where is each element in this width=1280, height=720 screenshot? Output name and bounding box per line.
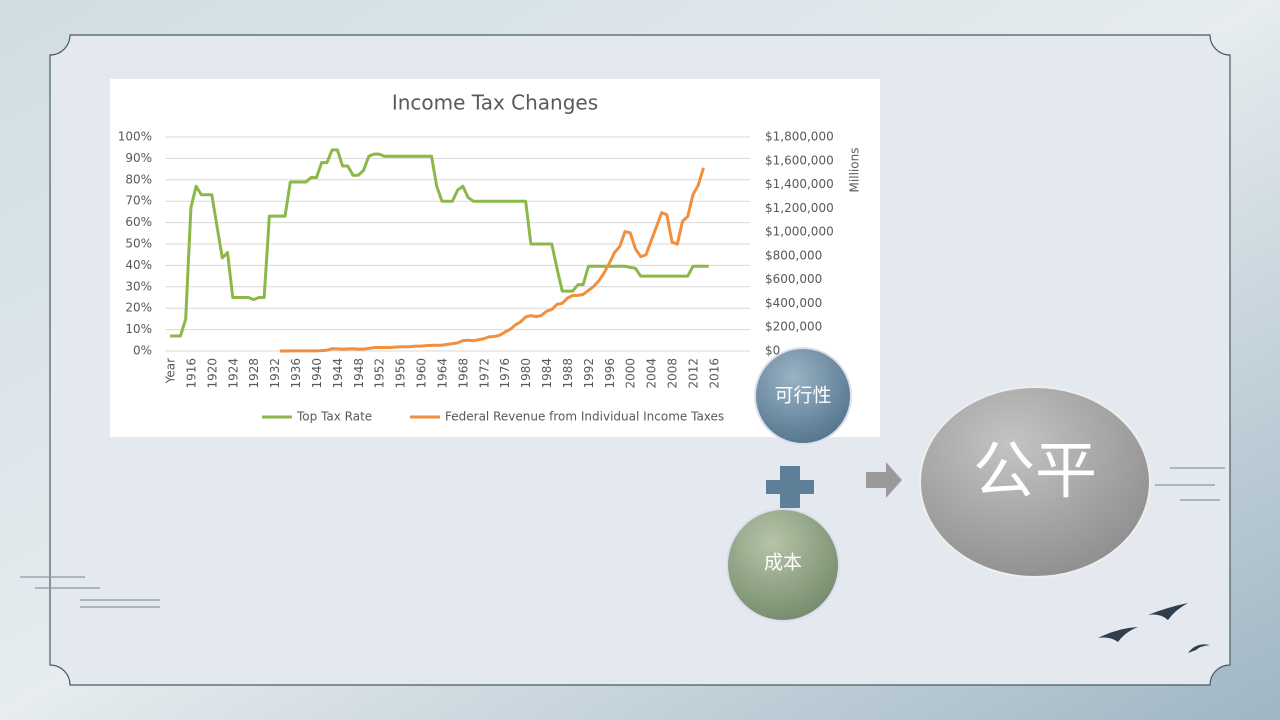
y2-tick-label: $1,200,000 [765,201,834,215]
y2-tick-label: $1,600,000 [765,153,834,167]
node-label: 可行性 [774,385,831,407]
y-tick-label: 20% [125,301,152,315]
y2-axis-title: Millions [848,148,862,193]
y2-tick-label: $600,000 [765,272,822,286]
plus-sign [766,466,814,508]
x-tick-label: 1956 [394,358,408,389]
chart-title: Income Tax Changes [392,91,598,115]
x-tick-label: 1952 [373,358,387,389]
x-tick-label: 1936 [289,358,303,389]
x-tick-label: 1944 [331,358,345,389]
x-tick-label: 2008 [666,358,680,389]
node-label: 成本 [764,552,802,574]
x-tick-label: 1940 [310,358,324,389]
x-tick-label: 1976 [498,358,512,389]
x-tick-label: 1964 [435,358,449,389]
diagram: 可行性 成本 公平 [726,347,1151,622]
y-tick-label: 60% [125,215,152,229]
chart-area [110,79,880,437]
x-tick-label: 1924 [226,358,240,389]
x-tick-label: 1992 [582,358,596,389]
legend-label: Top Tax Rate [296,410,372,424]
x-tick-label: 1996 [603,358,617,389]
x-tick-label: 1916 [184,358,198,389]
x-tick-label: 1972 [477,358,491,389]
x-tick-label: 1932 [268,358,282,389]
y2-tick-label: $800,000 [765,248,822,262]
y-tick-label: 70% [125,194,152,208]
x-tick-label: 1980 [519,358,533,389]
x-tick-label: 1928 [247,358,261,389]
x-tick-label: 1988 [561,358,575,389]
birds [1098,603,1210,653]
y-tick-label: 90% [125,151,152,165]
y2-tick-label: $0 [765,344,780,358]
x-tick-label: 1920 [205,358,219,389]
y-tick-label: 0% [133,344,152,358]
node [726,508,840,622]
cloud-decoration [20,467,1225,608]
y-tick-label: 40% [125,258,152,272]
y-tick-label: 50% [125,237,152,251]
node [919,386,1151,578]
y2-tick-label: $1,000,000 [765,225,834,239]
x-tick-label: 1968 [456,358,470,389]
legend-label: Federal Revenue from Individual Income T… [445,410,724,424]
y2-tick-label: $1,400,000 [765,177,834,191]
node [754,347,852,445]
node-label: 公平 [973,434,1097,507]
x-tick-label: 2016 [707,358,721,389]
y2-tick-label: $1,800,000 [765,130,834,144]
series-line [170,148,709,338]
y-tick-label: 30% [125,279,152,293]
x-tick-label: 1948 [352,358,366,389]
x-tick-label: Year [164,358,178,384]
x-tick-label: 2012 [687,358,701,389]
y2-tick-label: $200,000 [765,320,822,334]
x-tick-label: 2004 [645,358,659,389]
y-tick-label: 10% [125,322,152,336]
arrow [866,462,902,498]
y-tick-label: 100% [118,130,152,144]
series-line [279,167,705,353]
x-tick-label: 1960 [415,358,429,389]
x-tick-label: 1984 [540,358,554,389]
y2-tick-label: $400,000 [765,296,822,310]
y-tick-label: 80% [125,172,152,186]
x-tick-label: 2000 [624,358,638,389]
